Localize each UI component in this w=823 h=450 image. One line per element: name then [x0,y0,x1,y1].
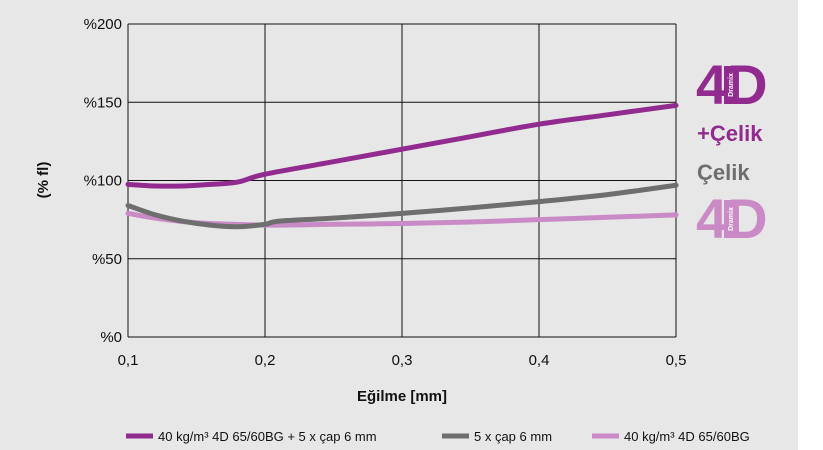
series-line-2 [125,182,679,230]
legend-label-series-2: 5 x çap 6 mm [474,429,552,444]
legend: 40 kg/m³ 4D 65/60BG + 5 x çap 6 mm 5 x ç… [126,429,750,444]
x-tick-label: 0,1 [118,352,139,369]
series-layer [125,102,679,230]
y-tick-label: %0 [100,329,122,346]
brand-4d-label: 4D Dramix [696,187,768,250]
y-tick-label: %200 [84,16,122,33]
legend-label-series-1: 40 kg/m³ 4D 65/60BG + 5 x çap 6 mm [158,429,377,444]
tick-layer: %0 %50 %100 %150 %200 0,1 0,2 0,3 0,4 0,5 [84,16,687,369]
brand-word-steel: Çelik [697,160,750,185]
x-axis-title: Eğilme [mm] [357,388,447,405]
dramix-badge-top-text: Dramix [728,73,735,97]
x-tick-label: 0,2 [255,352,276,369]
legend-label-series-3: 40 kg/m³ 4D 65/60BG [624,429,750,444]
dramix-badge-top: Dramix [724,66,736,104]
x-tick-label: 0,5 [666,352,687,369]
y-axis-title: (% fl) [35,162,52,199]
x-tick-label: 0,3 [392,352,413,369]
x-tick-label: 0,4 [529,352,550,369]
brand-word-plus-steel: +Çelik [697,121,763,146]
dramix-badge-bottom: Dramix [724,200,736,238]
brand-4d-steel-label: 4D Dramix +Çelik [696,53,768,146]
dramix-badge-bottom-text: Dramix [728,207,735,231]
y-tick-label: %50 [92,251,122,268]
grid-layer [127,23,677,338]
y-tick-label: %150 [84,94,122,111]
series-line-1 [125,102,679,189]
y-tick-label: %100 [84,173,122,190]
